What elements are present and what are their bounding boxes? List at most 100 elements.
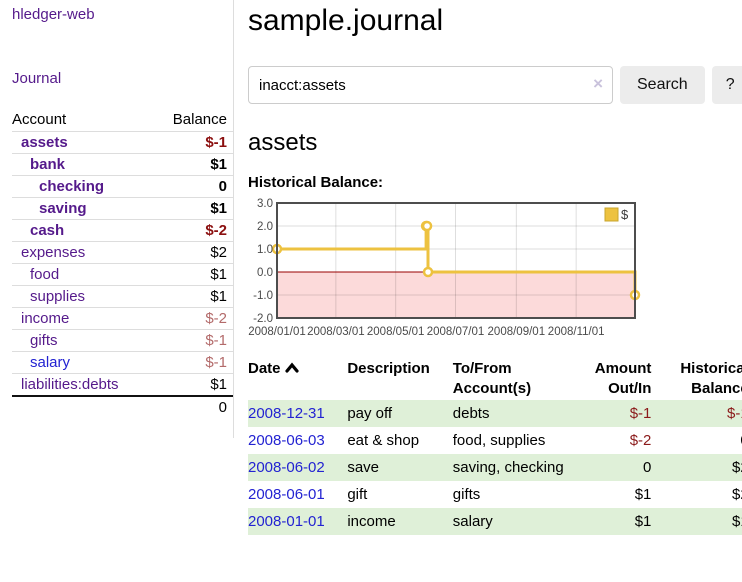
register-amount-cell: 0	[567, 454, 652, 481]
register-header-accounts: To/From Account(s)	[452, 360, 532, 397]
page-title: sample.journal	[248, 4, 444, 37]
register-accounts-cell: debts	[452, 400, 568, 427]
register-header-balance: Historical Balance	[680, 360, 742, 397]
account-link[interactable]: assets	[21, 134, 68, 151]
account-balance: $1	[153, 153, 233, 176]
account-row: checking 0	[12, 175, 233, 198]
svg-text:0.0: 0.0	[257, 267, 273, 279]
account-row: bank $1	[12, 153, 233, 176]
transaction-date-link[interactable]: 2008-06-03	[248, 432, 325, 449]
account-heading: assets	[248, 129, 318, 156]
register-date-cell: 2008-01-01	[248, 508, 348, 535]
register-amount-cell: $1	[634, 486, 652, 503]
sidebar: hledger-web Journal Account Balance asse…	[0, 0, 234, 438]
account-balance: $-2	[153, 307, 233, 330]
account-balance: 0	[153, 175, 233, 198]
accounts-table: Account Balance assets $-1 bank $1 checking 0…	[12, 108, 233, 418]
register-header-date[interactable]: Date	[248, 357, 347, 400]
clear-search-icon[interactable]: ×	[593, 74, 603, 93]
register-balance-cell: $2	[651, 454, 742, 481]
register-header-amount: Amount Out/In	[594, 360, 652, 397]
svg-text:2008/01/01: 2008/01/01	[248, 326, 306, 338]
account-row: expenses $2	[12, 241, 233, 264]
account-balance: $1	[153, 285, 233, 308]
account-row: gifts $-1	[12, 329, 233, 352]
register-amount-cell: $-1	[567, 400, 652, 427]
account-balance: $-2	[153, 219, 233, 242]
account-balance: $-1	[153, 131, 233, 154]
register-accounts-cell: saving, checking	[452, 454, 568, 481]
account-row: liabilities:debts $1	[12, 373, 233, 396]
account-row: supplies $1	[12, 285, 233, 308]
register-accounts-cell: food, supplies	[452, 432, 546, 449]
account-row: salary $-1	[12, 351, 233, 374]
app-title-link[interactable]: hledger-web	[12, 6, 95, 23]
account-link[interactable]: checking	[39, 178, 105, 195]
accounts-total-row: 0	[12, 395, 233, 418]
register-table: Date Description To/From Account(s) Amou…	[248, 357, 742, 535]
register-date-cell: 2008-06-01	[248, 481, 347, 508]
svg-text:-1.0: -1.0	[253, 290, 273, 302]
register-description-cell: pay off	[347, 400, 453, 427]
account-row: assets $-1	[12, 131, 233, 154]
transaction-date-link[interactable]: 2008-06-02	[248, 459, 325, 476]
register-description-cell: gift	[347, 486, 368, 503]
svg-text:2008/09/01: 2008/09/01	[488, 326, 546, 338]
accounts-header-account: Account	[12, 111, 67, 128]
transaction-date-link[interactable]: 2008-01-01	[248, 513, 325, 530]
sidebar-item-journal[interactable]: Journal	[12, 70, 62, 87]
account-row: food $1	[12, 263, 233, 286]
account-link[interactable]: expenses	[21, 244, 86, 261]
register-balance-cell: 0	[651, 427, 742, 454]
account-link[interactable]: salary	[30, 354, 71, 371]
register-balance-cell: $1	[651, 508, 742, 535]
account-link[interactable]: bank	[30, 156, 66, 173]
account-row: saving $1	[12, 197, 233, 220]
register-description-cell: income	[347, 508, 453, 535]
transaction-date-link[interactable]: 2008-12-31	[248, 405, 325, 422]
account-balance: $-1	[153, 329, 233, 352]
svg-text:2008/11/01: 2008/11/01	[548, 326, 605, 338]
register-header-description: Description	[347, 360, 430, 377]
account-link[interactable]: cash	[30, 222, 65, 239]
account-link[interactable]: food	[30, 266, 60, 283]
account-balance: $2	[153, 241, 233, 264]
svg-text:$: $	[621, 207, 629, 222]
account-link[interactable]: saving	[39, 200, 87, 217]
app-title: hledger-web	[12, 6, 233, 23]
register-header-row: Date Description To/From Account(s) Amou…	[248, 357, 742, 400]
register-description-cell: save	[347, 454, 453, 481]
main-content: sample.journal × Search ? assets Histori…	[234, 0, 742, 582]
svg-text:2008/05/01: 2008/05/01	[367, 326, 425, 338]
account-link[interactable]: liabilities:debts	[21, 376, 119, 393]
account-link[interactable]: gifts	[30, 332, 58, 349]
register-accounts-cell: salary	[452, 508, 568, 535]
account-balance: $1	[153, 263, 233, 286]
account-row: income $-2	[12, 307, 233, 330]
account-balance: $-1	[153, 351, 233, 374]
search-box: ×	[248, 66, 613, 104]
account-balance: $1	[153, 197, 233, 220]
account-balance: $1	[153, 373, 233, 396]
help-button[interactable]: ?	[711, 66, 742, 104]
search-input[interactable]	[248, 66, 613, 104]
svg-text:2.0: 2.0	[257, 221, 273, 233]
search-button[interactable]: Search	[620, 66, 705, 104]
register-description-cell: eat & shop	[347, 432, 420, 449]
chevron-up-icon	[284, 359, 299, 379]
account-link[interactable]: supplies	[30, 288, 86, 305]
register-row: 2008-06-03 eat & shop food, supplies $-20	[248, 427, 742, 454]
accounts-total-value: 0	[153, 395, 233, 418]
transaction-date-link[interactable]: 2008-06-01	[248, 486, 325, 503]
search-form: × Search ?	[248, 66, 742, 104]
account-row: cash $-2	[12, 219, 233, 242]
register-amount-cell: $1	[567, 508, 652, 535]
svg-text:2008/07/01: 2008/07/01	[427, 326, 485, 338]
svg-text:2008/03/01: 2008/03/01	[307, 326, 365, 338]
register-date-cell: 2008-06-03	[248, 427, 347, 454]
account-link[interactable]: income	[21, 310, 70, 327]
